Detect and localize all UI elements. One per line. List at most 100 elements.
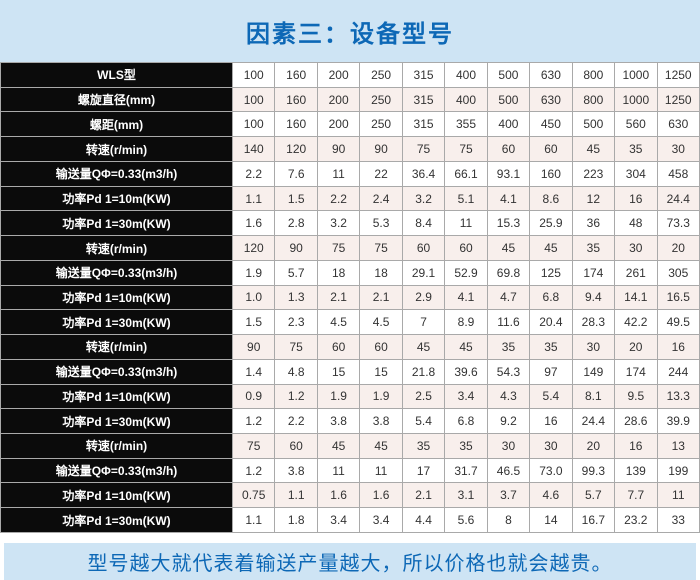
row-label: 螺旋直径(mm) [0,86,233,113]
table-cell: 1.9 [359,383,403,410]
table-cell: 4.8 [274,358,318,385]
table-cell: 90 [316,136,361,162]
table-cell: 66.1 [444,160,488,187]
table-cell: 99.3 [571,457,616,484]
table-row: 转速(r/min) 120 90 75 75 60 60 45 45 35 30 20 [0,235,700,261]
table-cell: 54.3 [486,358,531,385]
table-cell: 3.7 [486,482,531,509]
table-cell: 200 [316,62,361,88]
table-cell: 39.6 [444,358,488,385]
table-cell: 16 [529,408,573,435]
table-cell: 200 [316,111,361,138]
table-cell: 16 [656,334,700,360]
table-cell: 4.1 [486,185,531,212]
table-cell: 1.2 [231,408,276,435]
table-cell: 4.5 [359,309,403,336]
table-cell: 458 [656,160,700,187]
table-cell: 1.3 [274,284,318,311]
table-cell: 13.3 [656,383,700,410]
table-cell: 2.1 [359,284,403,311]
table-cell: 120 [231,235,276,261]
table-cell: 23.2 [614,507,658,533]
table-cell: 244 [656,358,700,385]
table-cell: 42.2 [614,309,658,336]
table-cell: 5.4 [529,383,573,410]
table-cell: 250 [359,111,403,138]
table-cell: 7 [401,309,446,336]
table-cell: 17 [401,457,446,484]
table-cell: 1.4 [231,358,276,385]
table-cell: 35 [444,433,488,459]
table-cell: 1.5 [274,185,318,212]
table-cell: 5.6 [444,507,488,533]
table-row: 转速(r/min) 75 60 45 45 35 35 30 30 20 16 13 [0,433,700,459]
table-row: 输送量QΦ=0.33(m3/h) 1.4 4.8 15 15 21.8 39.6 54.3 97… [0,358,700,385]
table-cell: 75 [444,136,488,162]
table-cell: 6.8 [529,284,573,311]
table-cell: 24.4 [656,185,700,212]
table-cell: 36 [571,210,616,237]
table-cell: 1.1 [231,507,276,533]
table-cell: 11 [316,457,361,484]
row-label: 功率Pd 1=10m(KW) [0,284,233,311]
table-cell: 100 [231,111,276,138]
table-cell: 13 [656,433,700,459]
table-cell: 4.3 [486,383,531,410]
table-cell: 1250 [656,86,700,113]
table-cell: 73.0 [529,457,573,484]
table-cell: 11 [316,160,361,187]
table-cell: 3.4 [444,383,488,410]
table-cell: 39.9 [656,408,700,435]
table-cell: 73.3 [656,210,700,237]
table-cell: 20 [614,334,658,360]
table-cell: 174 [614,358,658,385]
table-cell: 160 [274,86,318,113]
table-row: 功率Pd 1=10m(KW) 1.1 1.5 2.2 2.4 3.2 5.1 4.1 8.6 12… [0,185,700,212]
table-cell: 30 [656,136,700,162]
table-cell: 45 [316,433,361,459]
table-cell: 8.6 [529,185,573,212]
table-cell: 48 [614,210,658,237]
table-cell: 8 [486,507,531,533]
table-cell: 75 [401,136,446,162]
table-cell: 49.5 [656,309,700,336]
table-cell: 16 [614,185,658,212]
row-label: 螺距(mm) [0,111,233,138]
table-cell: 1000 [614,62,658,88]
table-row: 螺旋直径(mm) 100 160 200 250 315 400 500 630 800 1000 1… [0,86,700,113]
table-cell: 3.8 [274,457,318,484]
table-cell: 16.5 [656,284,700,311]
row-label: 转速(r/min) [0,136,233,162]
table-cell: 15 [316,358,361,385]
table-row: 功率Pd 1=30m(KW) 1.2 2.2 3.8 3.8 5.4 6.8 9.2 16 24.… [0,408,700,435]
table-cell: 125 [529,259,573,286]
table-cell: 69.8 [486,259,531,286]
page-title: 因素三：设备型号 [246,20,454,48]
table-cell: 20.4 [529,309,573,336]
table-cell: 100 [231,86,276,113]
table-cell: 18 [316,259,361,286]
table-cell: 1.2 [274,383,318,410]
row-label: 转速(r/min) [0,433,233,459]
table-cell: 18 [359,259,403,286]
table-cell: 2.4 [359,185,403,212]
table-cell: 500 [486,62,531,88]
table-cell: 75 [274,334,318,360]
table-cell: 75 [316,235,361,261]
table-cell: 560 [614,111,658,138]
row-label: 输送量QΦ=0.33(m3/h) [0,259,233,286]
table-cell: 1.6 [316,482,361,509]
table-cell: 93.1 [486,160,531,187]
row-label: 功率Pd 1=30m(KW) [0,210,233,237]
table-cell: 20 [571,433,616,459]
table-cell: 304 [614,160,658,187]
table-cell: 160 [274,111,318,138]
table-cell: 4.6 [529,482,573,509]
table-cell: 500 [486,86,531,113]
table-cell: 16.7 [571,507,616,533]
table-cell: 30 [614,235,658,261]
table-row: 输送量QΦ=0.33(m3/h) 1.2 3.8 11 11 17 31.7 46.5 73.0… [0,457,700,484]
table-cell: 90 [359,136,403,162]
table-cell: 450 [529,111,573,138]
table-cell: 630 [656,111,700,138]
